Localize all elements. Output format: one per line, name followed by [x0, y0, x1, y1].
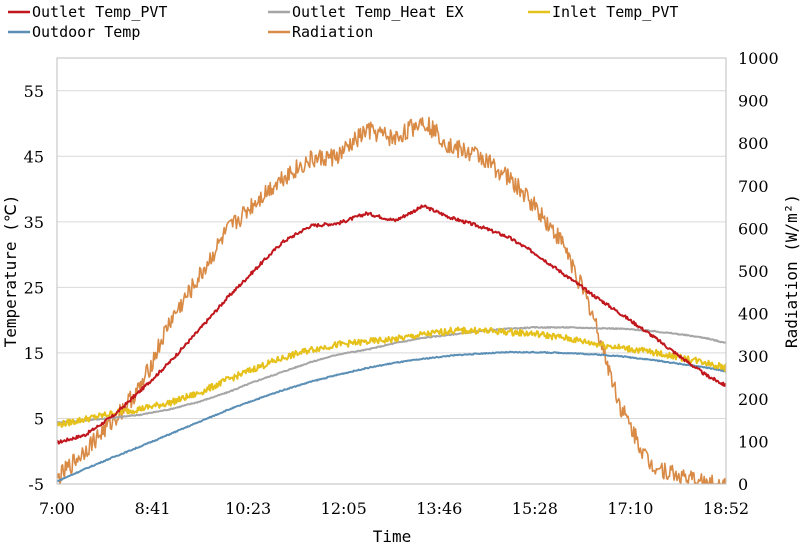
series-line-1 — [57, 325, 726, 424]
x-tick-label: 8:41 — [135, 499, 171, 518]
y2-tick-label: 500 — [738, 262, 769, 281]
legend-label: Outlet Temp_PVT — [32, 3, 167, 21]
x-tick-label: 7:00 — [39, 499, 75, 518]
x-tick-label: 13:46 — [416, 499, 462, 518]
x-tick-label: 15:28 — [512, 499, 558, 518]
y-axis-left-title: Temperature (℃) — [1, 195, 20, 348]
series-line-0 — [57, 204, 726, 445]
series-lines — [57, 116, 726, 484]
x-tick-label: 10:23 — [225, 499, 271, 518]
y2-tick-label: 1000 — [738, 49, 779, 68]
y-tick-label: 35 — [24, 213, 44, 232]
y-tick-label: 45 — [24, 147, 44, 166]
legend: Outlet Temp_PVT Outlet Temp_Heat EX Inlet … — [8, 3, 678, 41]
x-tick-label: 18:52 — [703, 499, 749, 518]
y-tick-label: 25 — [24, 278, 44, 297]
y-axis-left-ticks: -5 5 15 25 35 45 55 — [24, 82, 44, 494]
plot-frame — [56, 57, 727, 485]
y-axis-right-title: Radiation (W/m²) — [782, 194, 800, 348]
y-tick-label: 5 — [34, 409, 44, 428]
y2-tick-label: 600 — [738, 219, 769, 238]
y2-tick-label: 900 — [738, 92, 769, 111]
y2-tick-label: 0 — [738, 475, 748, 494]
y2-tick-label: 300 — [738, 347, 769, 366]
legend-label: Radiation — [292, 23, 373, 41]
x-tick-label: 17:10 — [607, 499, 653, 518]
gridlines — [57, 90, 726, 419]
series-line-2 — [57, 326, 726, 428]
y2-tick-label: 400 — [738, 305, 769, 324]
legend-label: Inlet Temp_PVT — [552, 3, 678, 21]
series-line-3 — [57, 350, 726, 483]
y-tick-label: 55 — [24, 82, 44, 101]
legend-label: Outdoor Temp — [32, 23, 140, 41]
x-axis-title: Time — [373, 527, 412, 544]
x-tick-label: 12:05 — [321, 499, 367, 518]
y2-tick-label: 800 — [738, 134, 769, 153]
y2-tick-label: 700 — [738, 177, 769, 196]
series-line-4 — [57, 116, 726, 484]
y2-tick-label: 100 — [738, 432, 769, 451]
y-axis-right-ticks: 0 100 200 300 400 500 600 700 800 900 1000 — [738, 49, 779, 494]
y-tick-label: 15 — [24, 344, 44, 363]
y2-tick-label: 200 — [738, 390, 769, 409]
legend-label: Outlet Temp_Heat EX — [292, 3, 464, 21]
y-tick-label: -5 — [28, 475, 44, 494]
x-axis-ticks: 7:00 8:41 10:23 12:05 13:46 15:28 17:10 18:52 — [39, 499, 749, 518]
